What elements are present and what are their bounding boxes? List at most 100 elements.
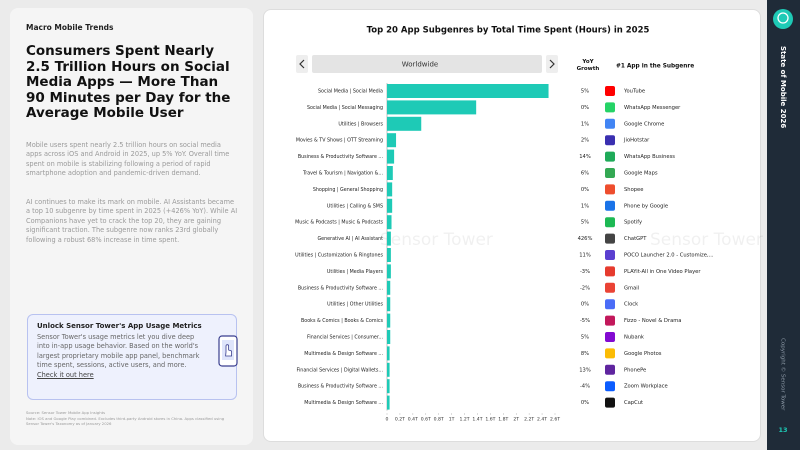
- category-label: Financial Services | Consumer...: [307, 335, 383, 341]
- app-icon: [605, 250, 615, 260]
- bar: [387, 330, 391, 344]
- bar: [387, 149, 395, 164]
- app-name: WhatsApp Messenger: [624, 105, 681, 111]
- x-tick-label: 1.2T: [459, 417, 469, 423]
- chart-card: [263, 9, 761, 442]
- bar: [387, 280, 391, 295]
- app-name: Gmail: [624, 285, 639, 291]
- x-tick-label: 0.6T: [421, 417, 431, 423]
- app-name: POCO Launcher 2.0 - Customize,...: [624, 253, 714, 259]
- growth-value: 5%: [581, 335, 589, 341]
- growth-value: 6%: [581, 171, 589, 177]
- note: Note: iOS and Google Play combined. Excl…: [26, 416, 225, 426]
- growth-value: 426%: [578, 236, 593, 242]
- app-icon: [605, 315, 615, 326]
- bar: [387, 248, 391, 262]
- bar: [387, 264, 391, 279]
- bar: [387, 297, 391, 312]
- growth-value: 0%: [581, 400, 589, 406]
- callout-body: Sensor Tower's usage metrics let you div…: [37, 333, 200, 370]
- app-icon: [605, 135, 615, 146]
- app-name: Nubank: [624, 335, 644, 341]
- app-icon: [605, 332, 615, 342]
- category-label: Utilities | Customization & Ringtones: [295, 253, 383, 259]
- bar: [387, 215, 392, 230]
- app-name: Spotify: [624, 220, 642, 226]
- region-label: Worldwide: [402, 61, 438, 69]
- growth-value: 8%: [581, 351, 589, 357]
- category-label: Utilities | Browsers: [338, 121, 383, 127]
- growth-value: 5%: [581, 220, 589, 226]
- growth-value: 14%: [579, 154, 591, 160]
- app-icon: [605, 151, 615, 162]
- app-name: Fizzo - Novel & Drama: [624, 318, 681, 324]
- category-label: Books & Comics | Books & Comics: [301, 318, 383, 324]
- app-name: YouTube: [623, 89, 645, 95]
- bar: [387, 313, 391, 328]
- x-tick-label: 0.4T: [408, 417, 418, 423]
- x-tick-label: 2.4T: [537, 417, 547, 423]
- bar: [387, 84, 549, 98]
- page-number: 13: [778, 426, 787, 434]
- growth-value: 1%: [581, 203, 589, 209]
- prev-button[interactable]: [296, 55, 308, 73]
- copyright: Copyright © Sensor Tower: [780, 338, 787, 411]
- bar: [387, 198, 393, 213]
- bar: [387, 116, 422, 131]
- app-name: Zoom Workplace: [624, 384, 668, 390]
- bar: [387, 395, 390, 410]
- app-icon: [605, 266, 615, 277]
- app-name: Clock: [624, 302, 638, 308]
- app-icon: [605, 299, 615, 310]
- category-label: Business & Productivity Software ...: [298, 154, 383, 160]
- growth-value: 1%: [581, 121, 589, 127]
- x-tick-label: 0.8T: [434, 417, 444, 423]
- app-icon: [605, 184, 615, 195]
- bar: [387, 231, 391, 246]
- growth-value: 2%: [581, 138, 589, 144]
- next-button[interactable]: [546, 55, 558, 73]
- bar: [387, 379, 390, 394]
- watermark: Sensor Tower: [650, 230, 763, 250]
- growth-value: 0%: [581, 187, 589, 193]
- category-label: Utilities | Media Players: [327, 269, 384, 275]
- growth-value: -2%: [580, 285, 590, 291]
- growth-value: -5%: [580, 318, 590, 324]
- region-selector[interactable]: [312, 55, 542, 73]
- bar: [387, 346, 390, 361]
- app-icon: [605, 348, 615, 359]
- sidebar: [767, 0, 800, 450]
- app-icon: [605, 86, 615, 96]
- category-label: Utilities | Calling & SMS: [327, 203, 383, 209]
- category-label: Business & Productivity Software ...: [298, 384, 383, 390]
- app-icon: [605, 397, 615, 408]
- category-label: Travel & Tourism | Navigation &...: [302, 171, 383, 177]
- phone-icon: [218, 335, 238, 367]
- section-label: Macro Mobile Trends: [26, 23, 114, 32]
- growth-value: 0%: [581, 302, 589, 308]
- category-label: Music & Podcasts | Music & Podcasts: [295, 220, 383, 226]
- app-name: PhonePe: [624, 367, 646, 373]
- app-name: WhatsApp Business: [624, 154, 675, 160]
- x-tick-label: 1.8T: [498, 417, 508, 423]
- callout-link[interactable]: Check it out here: [37, 370, 94, 379]
- category-label: Multimedia & Design Software ...: [304, 400, 383, 406]
- source-note: Source: Sensor Tower Mobile App Insights: [26, 410, 106, 415]
- category-label: Multimedia & Design Software ...: [304, 351, 383, 357]
- app-name: JioHotstar: [623, 138, 650, 144]
- app-icon: [605, 233, 615, 244]
- category-label: Financial Services | Digital Wallets...: [297, 367, 383, 373]
- growth-value: 13%: [579, 367, 591, 373]
- app-name: Phone by Google: [624, 203, 668, 209]
- category-label: Shopping | General Shopping: [313, 187, 383, 193]
- category-label: Movies & TV Shows | OTT Streaming: [296, 138, 383, 144]
- bar: [387, 166, 393, 180]
- x-tick-label: 1T: [449, 417, 455, 423]
- x-tick-label: 0.2T: [395, 417, 405, 423]
- bar: [387, 362, 390, 377]
- next-arrow: [549, 59, 555, 69]
- category-label: Social Media | Social Media: [318, 89, 383, 95]
- app-icon: [605, 282, 615, 293]
- category-label: Business & Productivity Software ...: [298, 285, 383, 291]
